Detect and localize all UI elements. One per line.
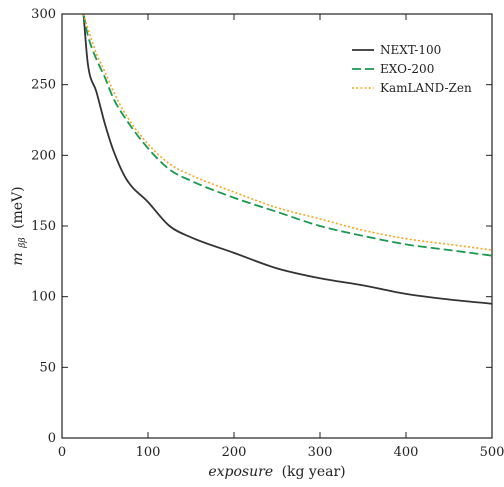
x-axis-label: exposure (kg year) <box>208 464 345 480</box>
y-tick-label: 250 <box>31 78 56 93</box>
series-line-exo-200 <box>82 14 492 257</box>
y-axis-label-symbol: m <box>10 252 26 265</box>
y-axis-label-unit: (meV) <box>10 186 26 229</box>
legend: NEXT-100 EXO-200 KamLAND-Zen <box>352 43 472 95</box>
ticks: 0 100 200 300 400 500 0 50 100 150 200 250 300 <box>31 7 504 460</box>
x-tick-label: 200 <box>222 445 247 460</box>
y-tick-label: 300 <box>31 7 56 22</box>
x-tick-label: 0 <box>58 445 66 460</box>
y-tick-label: 50 <box>39 360 56 375</box>
plot-layer <box>82 14 492 305</box>
x-axis-label-unit: (kg year) <box>282 464 346 480</box>
y-tick-label: 100 <box>31 290 56 305</box>
x-tick-label: 300 <box>308 445 333 460</box>
x-tick-label: 100 <box>136 445 161 460</box>
legend-label: KamLAND-Zen <box>380 81 472 95</box>
y-tick-label: 0 <box>48 431 56 446</box>
x-axis-label-main: exposure <box>208 464 273 480</box>
y-tick-label: 150 <box>31 219 56 234</box>
y-axis-label: m ββ (meV) <box>10 186 29 265</box>
legend-label: EXO-200 <box>380 62 434 76</box>
series-line-next-100 <box>82 14 492 305</box>
y-axis-label-subscript: ββ <box>18 237 28 248</box>
x-tick-label: 400 <box>394 445 419 460</box>
legend-label: NEXT-100 <box>380 43 441 57</box>
x-tick-label: 500 <box>480 445 504 460</box>
y-tick-label: 200 <box>31 148 56 163</box>
series-line-kamland-zen <box>82 14 492 251</box>
plot-frame <box>61 13 493 439</box>
